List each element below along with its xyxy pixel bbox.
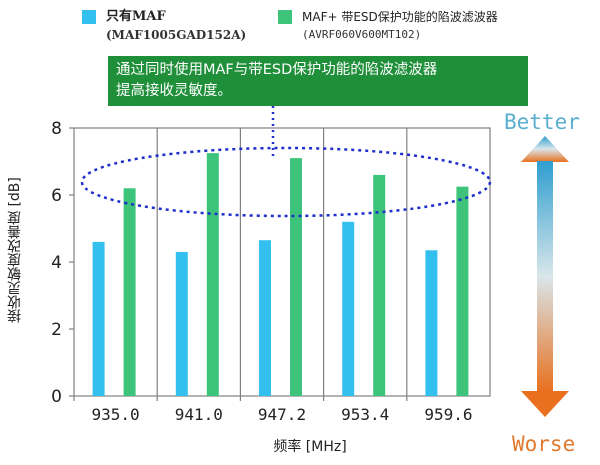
legend-swatch-maf-only [82,10,96,24]
x-tick-label: 959.6 [424,405,472,424]
legend-swatch-maf-esd [278,10,292,24]
bar-maf-esd [290,158,302,396]
y-tick-label: 8 [51,119,62,139]
callout-box: 通过同时使用MAF与带ESD保护功能的陷波滤波器 提高接收灵敏度。 [108,56,528,106]
legend-item-maf-only: 只有MAF (MAF1005GAD152A) [82,8,246,44]
highlight-ellipse [80,146,492,218]
bar-maf-esd [123,188,136,396]
legend-part-maf-esd: (AVRF060V600MT102) [302,28,422,41]
x-tick-label: 941.0 [175,405,223,424]
callout-line-1: 通过同时使用MAF与带ESD保护功能的陷波滤波器 [116,62,438,78]
x-tick-label: 953.4 [341,405,389,424]
legend-item-maf-esd: MAF+ 带ESD保护功能的陷波滤波器 (AVRF060V600MT102) [278,8,498,44]
x-tick-label: 947.2 [258,405,306,424]
bar-maf-esd [456,186,469,396]
better-label: Better [504,110,580,134]
better-worse-arrow [521,136,569,417]
y-tick-label: 6 [51,186,62,206]
x-axis-title: 频率 [MHz] [273,439,347,455]
tick-labels: 0 2 4 6 8 935.0 941.0 947.2 953.4 959.6 [51,119,472,424]
bar-maf-only [425,250,438,396]
worse-label: Worse [512,432,576,456]
bar-maf-only [92,241,105,396]
bars [92,153,469,396]
bar-maf-esd [206,153,219,396]
y-tick-label: 4 [51,253,62,273]
legend: 只有MAF (MAF1005GAD152A) MAF+ 带ESD保护功能的陷波滤… [0,8,600,48]
bar-maf-only [342,221,355,396]
bar-maf-only [175,251,188,396]
y-axis-title: 接收灵敏度改善度 [dB] [7,177,23,323]
legend-name-maf-esd: MAF+ 带ESD保护功能的陷波滤波器 [302,10,498,24]
arrow-head-down [521,391,569,417]
bar-maf-only [259,240,271,396]
bar-maf-esd [373,174,386,396]
legend-part-maf-only: (MAF1005GAD152A) [106,28,247,42]
y-tick-label: 2 [51,320,62,340]
y-tick-label: 0 [51,387,62,407]
grid [69,127,491,401]
arrow-shaft [537,161,553,392]
arrow-head-up [521,136,569,162]
x-tick-label: 935.0 [92,405,140,424]
legend-name-maf-only: 只有MAF [106,9,166,24]
callout-line-2: 提高接收灵敏度。 [116,83,232,99]
